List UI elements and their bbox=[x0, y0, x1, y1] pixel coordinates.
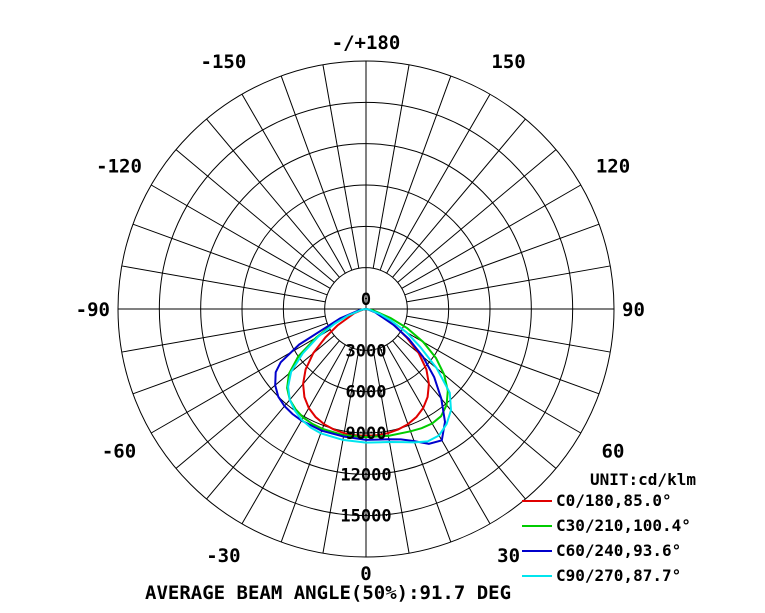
grid-spoke bbox=[132, 223, 328, 296]
legend-entries: C0/180,85.0° C30/210,100.4° C60/240,93.6° C… bbox=[522, 491, 691, 585]
grid-spoke bbox=[121, 265, 326, 303]
angle-label-neg150: -150 bbox=[201, 51, 247, 73]
grid-spoke bbox=[322, 349, 360, 554]
grid-spoke bbox=[392, 340, 526, 500]
radial-tick-label: 12000 bbox=[340, 465, 391, 485]
series-curve-1 bbox=[286, 308, 449, 439]
angle-label-150: 150 bbox=[491, 51, 525, 73]
beam-angle-footer: AVERAGE BEAM ANGLE(50%):91.7 DEG bbox=[145, 582, 511, 604]
angle-label-neg120: -120 bbox=[96, 155, 142, 177]
angle-label-120: 120 bbox=[596, 155, 630, 177]
polar-grid bbox=[117, 60, 615, 558]
legend-label-2: C60/240,93.6° bbox=[556, 541, 681, 560]
grid-spoke bbox=[132, 322, 328, 395]
series-curve-2 bbox=[274, 308, 447, 445]
grid-spoke bbox=[206, 118, 340, 278]
angle-label-neg90: -90 bbox=[76, 299, 110, 321]
legend-label-1: C30/210,100.4° bbox=[556, 516, 691, 535]
grid-spoke bbox=[397, 149, 557, 283]
intensity-curves bbox=[274, 308, 453, 445]
radial-tick-label: 3000 bbox=[346, 341, 387, 361]
grid-spoke bbox=[372, 64, 410, 269]
grid-spoke bbox=[150, 329, 331, 434]
grid-spoke bbox=[121, 315, 326, 353]
series-curve-0 bbox=[302, 308, 430, 437]
angle-label-180: -/+180 bbox=[332, 32, 401, 54]
grid-spoke bbox=[401, 184, 582, 289]
grid-spoke bbox=[406, 315, 611, 353]
legend: UNIT:cd/klm C0/180,85.0° C30/210,100.4° C6… bbox=[522, 470, 696, 585]
grid-spoke bbox=[175, 335, 335, 469]
grid-spoke bbox=[241, 93, 346, 274]
legend-label-3: C90/270,87.7° bbox=[556, 566, 681, 585]
grid-spoke bbox=[150, 184, 331, 289]
angle-label-neg30: -30 bbox=[206, 545, 240, 567]
radial-tick-labels: 0 3000 6000 9000 12000 15000 bbox=[340, 290, 391, 527]
angle-labels: -/+180 -150 150 -120 120 -90 90 -60 60 -30 30 0 bbox=[76, 32, 645, 585]
grid-spoke bbox=[404, 223, 600, 296]
grid-spoke bbox=[206, 340, 340, 500]
grid-spoke bbox=[280, 347, 353, 543]
series-curve-3 bbox=[287, 308, 453, 444]
grid-spoke bbox=[406, 265, 611, 303]
grid-spoke bbox=[386, 93, 491, 274]
grid-spoke bbox=[379, 75, 452, 271]
radial-tick-label: 0 bbox=[361, 290, 371, 310]
unit-label: UNIT:cd/klm bbox=[590, 470, 696, 489]
grid-spoke bbox=[322, 64, 360, 269]
grid-spoke bbox=[404, 322, 600, 395]
angle-label-30: 30 bbox=[497, 545, 520, 567]
radial-tick-label: 9000 bbox=[346, 424, 387, 444]
grid-spoke bbox=[372, 349, 410, 554]
grid-spoke bbox=[175, 149, 335, 283]
angle-label-90: 90 bbox=[622, 299, 645, 321]
grid-spoke bbox=[280, 75, 353, 271]
angle-label-neg60: -60 bbox=[102, 441, 136, 463]
grid-spoke bbox=[241, 344, 346, 525]
grid-spoke bbox=[392, 118, 526, 278]
legend-label-0: C0/180,85.0° bbox=[556, 491, 672, 510]
grid-spoke bbox=[379, 347, 452, 543]
angle-label-60: 60 bbox=[602, 441, 625, 463]
radial-tick-label: 15000 bbox=[340, 507, 391, 527]
grid-spoke bbox=[401, 329, 582, 434]
grid-spoke bbox=[386, 344, 491, 525]
angle-label-0: 0 bbox=[360, 563, 371, 585]
radial-tick-label: 6000 bbox=[346, 383, 387, 403]
